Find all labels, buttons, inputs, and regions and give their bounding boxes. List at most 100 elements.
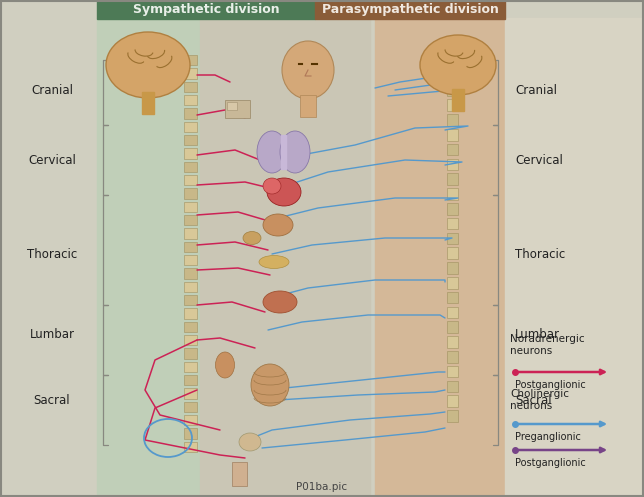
Bar [447,233,458,244]
Bar [184,375,197,385]
Bar [447,248,458,259]
Bar [184,175,197,185]
Bar [447,307,458,318]
Text: Cervical: Cervical [28,154,76,166]
Bar [447,144,458,156]
Bar [447,381,458,392]
Bar [300,95,316,117]
Bar [184,442,197,452]
Bar [447,322,458,333]
Bar [505,18,644,497]
Bar [184,55,197,66]
Bar [225,100,250,118]
Ellipse shape [280,131,310,173]
Bar [447,173,458,185]
Bar [184,202,197,212]
Text: Thoracic: Thoracic [27,248,77,261]
Ellipse shape [257,131,287,173]
Bar [447,114,458,126]
Bar [184,82,197,92]
Bar [452,89,464,111]
Bar [184,215,197,226]
Bar [232,462,247,486]
Bar [184,402,197,412]
Text: Thoracic: Thoracic [515,248,565,261]
Bar [184,135,197,146]
Ellipse shape [263,178,281,194]
Bar [184,282,197,292]
Bar [447,410,458,422]
Bar [447,396,458,407]
Bar [447,188,458,200]
Ellipse shape [239,433,261,451]
Bar [447,292,458,303]
Ellipse shape [251,364,289,406]
Bar [184,188,197,199]
Bar [142,92,154,114]
Bar [447,262,458,274]
Bar [97,0,315,19]
Ellipse shape [282,41,334,99]
Bar [184,148,197,159]
Bar [447,218,458,229]
Bar [184,295,197,305]
Bar [184,308,197,319]
Text: P01ba.pic: P01ba.pic [296,482,348,492]
Text: Preganglionic: Preganglionic [515,432,581,442]
Bar [184,162,197,172]
Text: Lumbar: Lumbar [30,329,75,341]
Bar [184,268,197,279]
Ellipse shape [216,352,234,378]
Text: Parasympathetic division: Parasympathetic division [321,3,498,16]
Bar [447,129,458,141]
Bar [97,18,315,497]
Bar [315,0,505,19]
Text: Postganglionic: Postganglionic [515,458,586,468]
Bar [184,228,197,239]
Ellipse shape [259,255,289,268]
Text: Postganglionic: Postganglionic [515,380,586,390]
Text: Sacral: Sacral [33,394,70,407]
Bar [447,203,458,215]
Bar [184,255,197,265]
Bar [184,415,197,425]
Bar [184,335,197,345]
Bar [184,362,197,372]
Ellipse shape [420,35,496,95]
Bar [184,388,197,399]
Bar [447,336,458,348]
Text: Cranial: Cranial [31,83,73,96]
Bar [184,108,197,119]
Bar [447,159,458,170]
Ellipse shape [263,214,293,236]
Ellipse shape [263,291,297,313]
Bar [447,55,458,67]
Text: Lumbar: Lumbar [515,329,560,341]
Text: Sacral: Sacral [515,394,552,407]
Bar [184,122,197,132]
Bar [184,428,197,439]
Bar [184,242,197,252]
Bar [447,277,458,289]
Text: Noradrenergic
neurons: Noradrenergic neurons [510,334,585,356]
Bar [200,18,370,497]
Ellipse shape [267,178,301,206]
Bar [447,70,458,82]
Bar [227,102,237,110]
Text: Cholinergic
neurons: Cholinergic neurons [510,389,569,411]
Bar [281,135,286,169]
Bar [447,351,458,362]
Text: Cervical: Cervical [515,154,563,166]
Text: Sympathetic division: Sympathetic division [133,3,279,16]
Bar [184,68,197,79]
Bar [184,322,197,332]
Bar [447,84,458,96]
Bar [375,18,505,497]
Bar [447,99,458,111]
Bar [184,348,197,359]
Text: Cranial: Cranial [515,83,557,96]
Ellipse shape [106,32,190,98]
Bar [184,95,197,105]
Ellipse shape [243,232,261,245]
Bar [447,366,458,377]
